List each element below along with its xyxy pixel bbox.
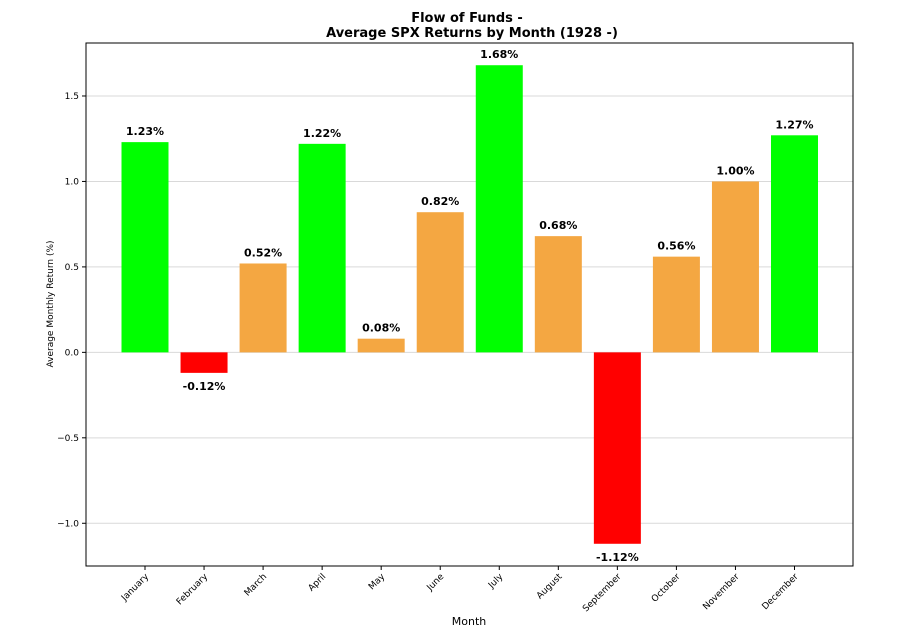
- bar-value-label: 0.82%: [421, 195, 459, 208]
- bar-value-label: 0.52%: [244, 246, 282, 259]
- y-tick-label: −1.0: [57, 519, 79, 529]
- bar-april: [298, 143, 346, 353]
- y-tick-label: −0.5: [57, 434, 79, 444]
- chart-title-line-1: Flow of Funds -: [411, 11, 523, 26]
- y-tick-label: 1.0: [65, 177, 80, 187]
- y-tick-label: 1.5: [65, 92, 79, 102]
- bar-value-label: 0.68%: [539, 219, 577, 232]
- bar-february: [180, 352, 228, 373]
- x-axis-label: Month: [452, 615, 487, 628]
- chart-title-line-2: Average SPX Returns by Month (1928 -): [326, 26, 618, 41]
- bar-value-label: 1.68%: [480, 48, 518, 61]
- y-tick-label: 0.0: [65, 348, 80, 358]
- bar-december: [771, 135, 818, 353]
- bars: [121, 65, 818, 544]
- bar-january: [121, 142, 169, 353]
- plot-frame: [85, 42, 854, 567]
- bar-november: [711, 181, 759, 353]
- bar-value-label: 1.23%: [126, 125, 164, 138]
- bar-may: [357, 338, 405, 353]
- bar-august: [534, 236, 582, 353]
- bar-value-label: 0.56%: [657, 240, 695, 253]
- bar-july: [475, 65, 523, 353]
- bar-september: [593, 352, 641, 544]
- bar-value-labels: 1.23% -0.12% 0.52% 1.22% 0.08% 0.82% 1.68% 0.68…: [126, 48, 814, 564]
- bar-june: [416, 212, 464, 353]
- y-axis-label: Average Monthly Return (%): [46, 240, 56, 367]
- bar-value-label: 1.22%: [303, 127, 341, 140]
- bar-value-label: -0.12%: [183, 380, 226, 393]
- bar-value-label: 0.08%: [362, 322, 400, 335]
- bar-october: [652, 256, 700, 353]
- bar-value-label: -1.12%: [596, 551, 639, 564]
- bar-march: [239, 263, 287, 353]
- y-axis-ticks: 1.5 1.0 0.5 0.0 −0.5 −1.0: [57, 92, 86, 529]
- bar-value-label: 1.00%: [716, 164, 754, 177]
- bar-value-label: 1.27%: [775, 118, 813, 131]
- y-tick-label: 0.5: [65, 263, 79, 273]
